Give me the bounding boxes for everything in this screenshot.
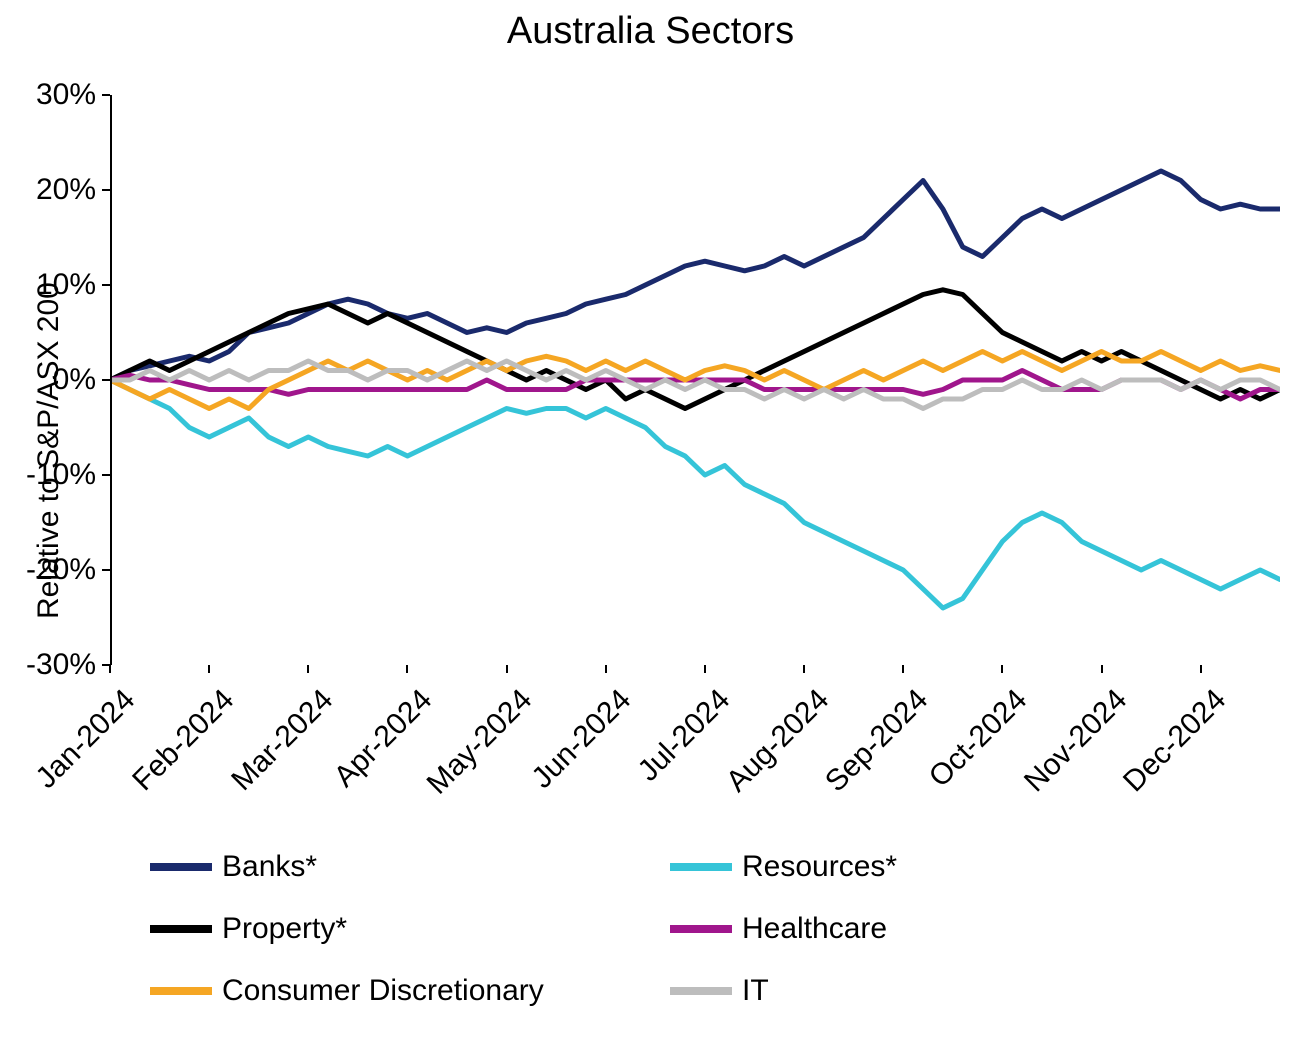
legend-swatch	[150, 987, 212, 995]
x-tick-label: Feb-2024	[126, 683, 241, 798]
legend-label: Consumer Discretionary	[222, 974, 544, 1008]
x-tick-label: Dec-2024	[1117, 683, 1233, 799]
legend-label: Banks*	[222, 850, 317, 884]
x-tick-label: Jun-2024	[525, 683, 638, 796]
x-tick-mark	[704, 665, 706, 673]
x-tick-mark	[1101, 665, 1103, 673]
legend-item: Property*	[150, 912, 630, 946]
y-tick-label: 0%	[53, 363, 96, 397]
x-tick-mark	[1001, 665, 1003, 673]
legend-item: Healthcare	[670, 912, 1150, 946]
y-tick-mark	[102, 569, 110, 571]
legend-swatch	[670, 987, 732, 995]
x-tick-mark	[1200, 665, 1202, 673]
plot-area	[110, 95, 1280, 665]
chart-container: Australia Sectors Relative to S&P/ASX 20…	[0, 0, 1301, 1053]
legend-label: Property*	[222, 912, 347, 946]
x-tick-label: May-2024	[420, 683, 538, 801]
legend-label: Healthcare	[742, 912, 887, 946]
x-tick-mark	[406, 665, 408, 673]
legend-swatch	[670, 863, 732, 871]
y-tick-mark	[102, 94, 110, 96]
series-line	[110, 171, 1280, 380]
series-line	[110, 380, 1280, 608]
legend-item: Consumer Discretionary	[150, 974, 630, 1008]
y-tick-mark	[102, 189, 110, 191]
y-tick-mark	[102, 474, 110, 476]
y-tick-label: -30%	[26, 648, 96, 682]
legend-swatch	[670, 925, 732, 933]
plot-svg	[110, 95, 1280, 665]
x-tick-mark	[109, 665, 111, 673]
x-tick-mark	[605, 665, 607, 673]
y-tick-mark	[102, 379, 110, 381]
x-tick-mark	[208, 665, 210, 673]
y-tick-label: -10%	[26, 458, 96, 492]
legend-item: Banks*	[150, 850, 630, 884]
x-tick-mark	[506, 665, 508, 673]
y-tick-label: -20%	[26, 553, 96, 587]
y-tick-label: 10%	[36, 268, 96, 302]
y-tick-label: 20%	[36, 173, 96, 207]
legend-item: Resources*	[670, 850, 1150, 884]
x-tick-label: Mar-2024	[225, 683, 340, 798]
legend-label: Resources*	[742, 850, 897, 884]
legend-swatch	[150, 925, 212, 933]
x-tick-label: Oct-2024	[923, 683, 1034, 794]
y-axis-line	[110, 95, 112, 665]
x-tick-label: Jan-2024	[30, 683, 143, 796]
y-tick-mark	[102, 284, 110, 286]
legend: Banks* Resources* Property* Healthcare Consu…	[150, 850, 1150, 1008]
x-tick-label: Aug-2024	[720, 683, 836, 799]
legend-item: IT	[670, 974, 1150, 1008]
x-tick-mark	[902, 665, 904, 673]
chart-title: Australia Sectors	[0, 10, 1301, 53]
x-tick-mark	[307, 665, 309, 673]
x-tick-mark	[803, 665, 805, 673]
legend-swatch	[150, 863, 212, 871]
x-tick-label: Sep-2024	[819, 683, 935, 799]
y-tick-label: 30%	[36, 78, 96, 112]
x-tick-label: Nov-2024	[1018, 683, 1134, 799]
legend-label: IT	[742, 974, 769, 1008]
